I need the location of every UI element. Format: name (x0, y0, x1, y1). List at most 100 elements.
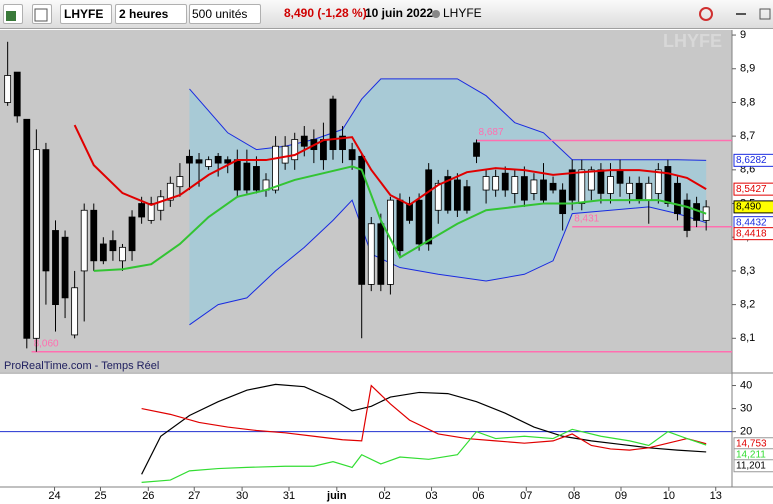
candle-body (320, 139, 327, 161)
candle-body (674, 182, 681, 215)
level-label: 8,060 (34, 338, 59, 349)
candle-body (71, 287, 79, 336)
candle-body (520, 176, 528, 201)
y-tick-label: 8,2 (740, 299, 755, 311)
candle-body (626, 182, 634, 194)
y-tick-label: 30 (740, 402, 752, 414)
x-tick-label: 07 (520, 490, 532, 502)
candle-body (214, 155, 222, 164)
x-tick-label: 03 (425, 490, 437, 502)
band-upper (189, 78, 707, 161)
x-tick-label: 02 (379, 490, 391, 502)
candle-body (396, 199, 404, 252)
y-tick-label: 8,3 (740, 265, 755, 277)
candle-body (166, 182, 174, 201)
x-tick-label: juin (326, 490, 347, 502)
y-tick-label: 9 (740, 29, 746, 41)
level-label: 8,687 (479, 127, 504, 138)
candle-body (32, 149, 40, 339)
indicator-bg (0, 374, 732, 487)
symbol: LHYFE (64, 7, 104, 21)
candle-body (501, 172, 509, 191)
candle-body (109, 240, 117, 252)
candle-body (157, 196, 165, 211)
refresh-icon[interactable] (699, 7, 713, 21)
candle-body (253, 166, 260, 191)
units-box[interactable]: 500 unités (189, 4, 261, 24)
candle-body (568, 169, 576, 201)
x-tick-label: 25 (94, 490, 106, 502)
watermark: LHYFE (663, 31, 722, 51)
x-tick-label: 31 (283, 490, 295, 502)
candle-body (138, 203, 146, 218)
candle-body (80, 209, 88, 272)
candle-body (386, 199, 394, 285)
candle-body (147, 203, 155, 221)
indicator-line (141, 428, 707, 483)
x-tick-label: 30 (236, 490, 248, 502)
period-box[interactable]: 2 heures (115, 4, 187, 24)
candle-body (4, 75, 12, 103)
candle-body (281, 145, 289, 164)
y-tick-label: 8,8 (740, 96, 755, 108)
candle-body (549, 182, 557, 191)
indicator-line (141, 383, 707, 475)
candle-body (272, 145, 279, 191)
candle-body (339, 135, 346, 151)
candle-body (224, 159, 232, 164)
y-tick-label: 20 (740, 426, 752, 438)
x-tick-label: 08 (568, 490, 580, 502)
candle-body (473, 142, 480, 157)
candle-body (176, 176, 184, 188)
y-tick-label: 40 (740, 379, 752, 391)
candle-body (186, 155, 193, 164)
price-tag-bg (733, 227, 773, 241)
candle-body (511, 176, 519, 194)
candle-body (233, 159, 241, 191)
price-tag-bg (733, 200, 773, 214)
candle-body (492, 176, 500, 191)
candle-body (119, 246, 126, 262)
tools-icon (34, 8, 48, 22)
moving-average (73, 124, 707, 207)
candle-body (444, 176, 452, 211)
candle-body (406, 203, 413, 221)
x-tick-label: 24 (48, 490, 60, 502)
price-tag: 8,4432 (736, 217, 767, 228)
value-tag: 14,753 (736, 438, 767, 449)
period: 2 heures (119, 7, 169, 21)
x-tick-label: 27 (188, 490, 200, 502)
candle-body (530, 179, 538, 194)
close-icon[interactable] (759, 8, 771, 20)
symbol-box[interactable]: LHYFE (60, 4, 112, 24)
candle-body (42, 149, 50, 272)
y-tick-label: 8,9 (740, 63, 755, 75)
candle-body (434, 182, 442, 211)
candle-body (23, 118, 31, 339)
candle-body (195, 159, 203, 164)
candle-body (377, 223, 385, 285)
candle-body (415, 199, 423, 245)
candle-body (597, 169, 605, 194)
candle-body (348, 149, 356, 161)
candle-body (13, 71, 21, 117)
candle-body (128, 216, 136, 252)
candle-body (463, 186, 471, 211)
value-tag: 11,201 (736, 460, 766, 471)
price-tag: 8,490 (736, 202, 761, 213)
price-tag: 8,4418 (736, 228, 767, 239)
candle-body (559, 189, 567, 215)
band-lower (189, 199, 707, 326)
quote: 8,490 (-1,28 %) (284, 6, 367, 20)
candle-body (367, 223, 375, 285)
moving-average (93, 165, 707, 272)
candle-body (205, 159, 212, 167)
candle-body (482, 176, 490, 191)
name: LHYFE (443, 6, 482, 20)
price-tag-bg (733, 153, 773, 167)
candle-body (453, 179, 461, 211)
value-tag-bg (733, 459, 773, 473)
candle-body (578, 169, 586, 204)
price-tag-bg (733, 182, 773, 196)
